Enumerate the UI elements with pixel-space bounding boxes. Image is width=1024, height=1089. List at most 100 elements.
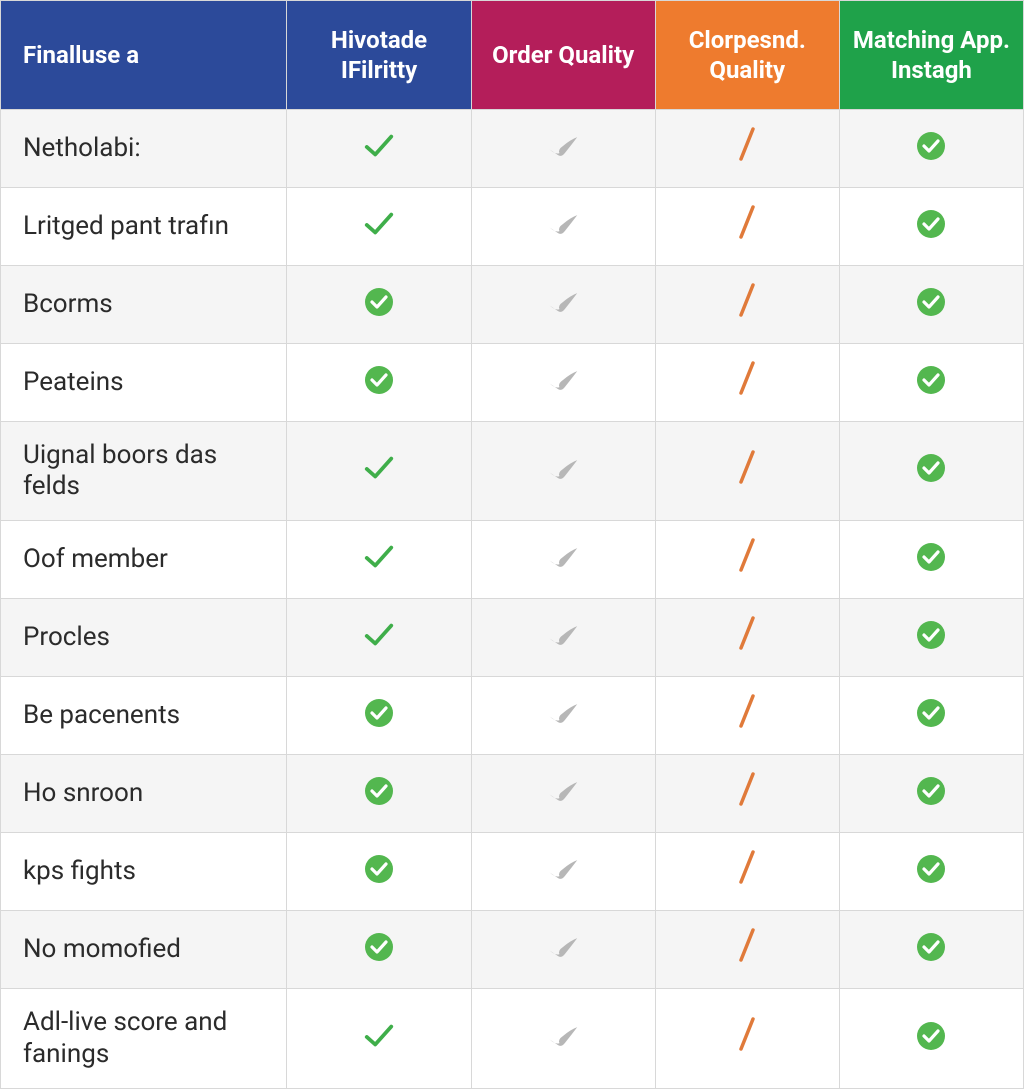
feature-cell <box>471 755 655 833</box>
feature-cell <box>839 833 1023 911</box>
feature-cell <box>839 110 1023 188</box>
feature-cell <box>655 422 839 521</box>
feature-cell <box>471 911 655 989</box>
feature-cell <box>287 521 471 599</box>
check-gray-icon <box>547 453 579 485</box>
column-header: Order Quality <box>471 1 655 110</box>
check-circle-icon <box>363 286 395 318</box>
check-circle-icon <box>915 853 947 885</box>
feature-cell <box>839 677 1023 755</box>
check-gray-icon <box>547 619 579 651</box>
feature-cell <box>287 344 471 422</box>
feature-cell <box>471 422 655 521</box>
check-gray-icon <box>547 364 579 396</box>
row-label: Procles <box>1 599 287 677</box>
check-circle-icon <box>915 775 947 807</box>
check-circle-icon <box>363 364 395 396</box>
feature-cell <box>471 521 655 599</box>
check-circle-icon <box>915 286 947 318</box>
feature-cell <box>287 422 471 521</box>
row-label: Adl-live score and fanings <box>1 989 287 1088</box>
slash-icon <box>731 1018 763 1050</box>
feature-cell <box>839 755 1023 833</box>
feature-cell <box>471 110 655 188</box>
feature-cell <box>839 599 1023 677</box>
feature-cell <box>655 599 839 677</box>
slash-icon <box>731 451 763 483</box>
row-label: Netholabi: <box>1 110 287 188</box>
table-row: Ho snroon <box>1 755 1024 833</box>
check-icon <box>363 452 395 484</box>
check-gray-icon <box>547 208 579 240</box>
check-gray-icon <box>547 931 579 963</box>
slash-icon <box>731 773 763 805</box>
slash-icon <box>731 284 763 316</box>
row-label: Oof member <box>1 521 287 599</box>
row-label: kps fights <box>1 833 287 911</box>
feature-cell <box>839 422 1023 521</box>
slash-icon <box>731 929 763 961</box>
slash-icon <box>731 695 763 727</box>
feature-cell <box>287 266 471 344</box>
feature-cell <box>655 833 839 911</box>
column-header: Finalluse a <box>1 1 287 110</box>
slash-icon <box>731 128 763 160</box>
feature-cell <box>287 599 471 677</box>
table-row: kps fights <box>1 833 1024 911</box>
check-icon <box>363 619 395 651</box>
check-gray-icon <box>547 853 579 885</box>
check-gray-icon <box>547 541 579 573</box>
table-row: No momofied <box>1 911 1024 989</box>
table-row: Netholabi: <box>1 110 1024 188</box>
check-circle-icon <box>915 452 947 484</box>
check-icon <box>363 1020 395 1052</box>
feature-cell <box>655 677 839 755</box>
feature-cell <box>287 677 471 755</box>
check-circle-icon <box>363 853 395 885</box>
check-circle-icon <box>915 1020 947 1052</box>
check-circle-icon <box>915 208 947 240</box>
check-circle-icon <box>363 931 395 963</box>
slash-icon <box>731 851 763 883</box>
check-gray-icon <box>547 697 579 729</box>
check-circle-icon <box>915 931 947 963</box>
feature-cell <box>655 188 839 266</box>
table-header-row: Finalluse a Hivotade IFilritty Order Qua… <box>1 1 1024 110</box>
row-label: Peateins <box>1 344 287 422</box>
row-label: Be pacenents <box>1 677 287 755</box>
column-header: Hivotade IFilritty <box>287 1 471 110</box>
row-label: Ho snroon <box>1 755 287 833</box>
feature-cell <box>471 188 655 266</box>
row-label: No momofied <box>1 911 287 989</box>
feature-cell <box>471 677 655 755</box>
feature-cell <box>655 110 839 188</box>
check-icon <box>363 130 395 162</box>
feature-cell <box>839 989 1023 1088</box>
feature-cell <box>287 911 471 989</box>
feature-cell <box>471 344 655 422</box>
table-row: Bcorms <box>1 266 1024 344</box>
comparison-table: Finalluse a Hivotade IFilritty Order Qua… <box>0 0 1024 1089</box>
check-circle-icon <box>363 775 395 807</box>
check-circle-icon <box>915 697 947 729</box>
feature-cell <box>471 989 655 1088</box>
feature-cell <box>655 344 839 422</box>
feature-cell <box>655 266 839 344</box>
check-circle-icon <box>915 130 947 162</box>
slash-icon <box>731 206 763 238</box>
feature-cell <box>655 521 839 599</box>
check-icon <box>363 208 395 240</box>
feature-cell <box>839 344 1023 422</box>
table-row: Peateins <box>1 344 1024 422</box>
feature-cell <box>287 110 471 188</box>
slash-icon <box>731 539 763 571</box>
feature-cell <box>839 188 1023 266</box>
check-circle-icon <box>915 541 947 573</box>
check-gray-icon <box>547 130 579 162</box>
feature-cell <box>839 266 1023 344</box>
row-label: Uignal boors das felds <box>1 422 287 521</box>
feature-cell <box>287 755 471 833</box>
check-gray-icon <box>547 775 579 807</box>
feature-cell <box>655 755 839 833</box>
feature-cell <box>839 521 1023 599</box>
